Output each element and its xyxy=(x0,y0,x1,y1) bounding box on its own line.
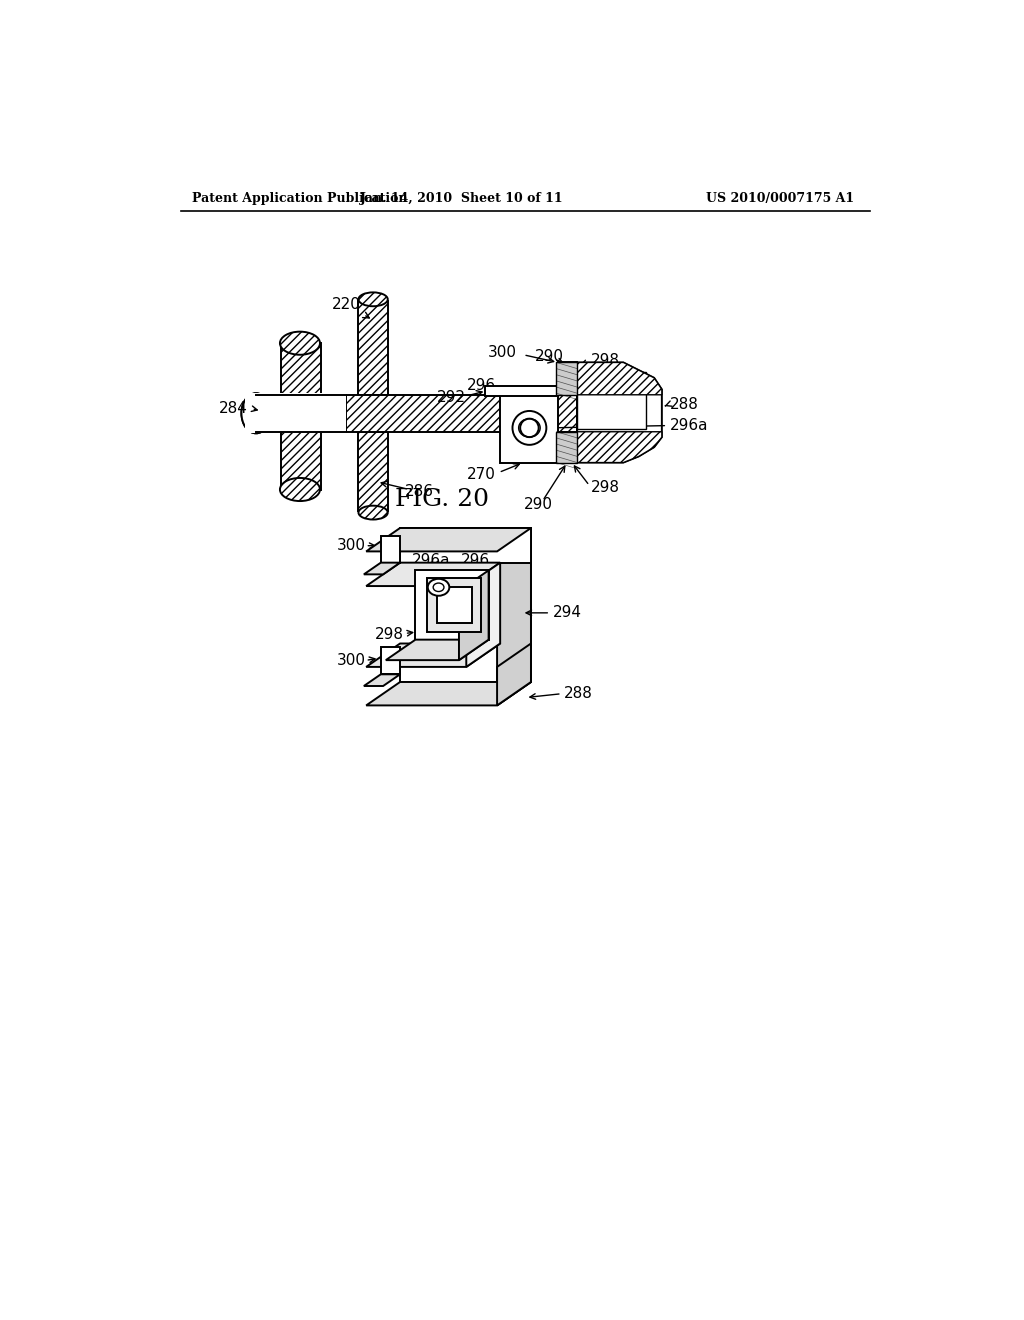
Polygon shape xyxy=(558,432,578,462)
Ellipse shape xyxy=(242,393,270,433)
Text: 300: 300 xyxy=(337,653,366,668)
Polygon shape xyxy=(556,432,578,462)
Polygon shape xyxy=(364,562,400,574)
Polygon shape xyxy=(497,528,531,705)
Polygon shape xyxy=(459,570,488,660)
Polygon shape xyxy=(437,587,472,623)
Text: FIG. 20: FIG. 20 xyxy=(394,487,488,511)
Polygon shape xyxy=(558,363,578,395)
Text: 286: 286 xyxy=(404,483,434,499)
Text: US 2010/0007175 A1: US 2010/0007175 A1 xyxy=(707,191,854,205)
Text: 298: 298 xyxy=(375,627,403,642)
Polygon shape xyxy=(466,562,500,667)
Text: 284: 284 xyxy=(219,401,248,416)
Polygon shape xyxy=(484,385,558,396)
Text: 294: 294 xyxy=(553,606,582,620)
Polygon shape xyxy=(364,675,400,686)
Text: 300: 300 xyxy=(337,539,366,553)
Polygon shape xyxy=(500,395,558,462)
Text: 290: 290 xyxy=(524,498,553,512)
Polygon shape xyxy=(556,363,578,395)
Polygon shape xyxy=(381,647,400,675)
Polygon shape xyxy=(400,528,531,562)
Text: 288: 288 xyxy=(564,686,593,701)
Ellipse shape xyxy=(242,393,270,433)
Polygon shape xyxy=(578,432,662,462)
Polygon shape xyxy=(400,644,531,682)
Polygon shape xyxy=(578,372,646,429)
Polygon shape xyxy=(358,432,388,511)
Polygon shape xyxy=(367,528,531,552)
Polygon shape xyxy=(367,644,500,667)
Circle shape xyxy=(512,411,547,445)
Polygon shape xyxy=(367,682,531,705)
Text: Patent Application Publication: Patent Application Publication xyxy=(193,191,408,205)
Polygon shape xyxy=(381,536,400,562)
Text: FIG. 19: FIG. 19 xyxy=(407,531,501,553)
Polygon shape xyxy=(500,528,531,682)
Polygon shape xyxy=(497,644,531,705)
Ellipse shape xyxy=(280,331,319,355)
Text: 292: 292 xyxy=(436,389,466,405)
Text: 300: 300 xyxy=(488,345,517,360)
Ellipse shape xyxy=(358,506,388,520)
Text: 298: 298 xyxy=(591,480,620,495)
Polygon shape xyxy=(256,395,346,432)
Polygon shape xyxy=(281,343,321,395)
Text: 296: 296 xyxy=(461,553,490,568)
Polygon shape xyxy=(578,363,662,462)
Text: 288: 288 xyxy=(670,397,698,412)
Ellipse shape xyxy=(428,579,450,595)
Ellipse shape xyxy=(280,478,319,502)
Polygon shape xyxy=(416,570,488,640)
Text: 296a: 296a xyxy=(670,418,708,433)
Ellipse shape xyxy=(358,293,388,306)
Text: 290: 290 xyxy=(535,348,564,364)
Text: 296a: 296a xyxy=(412,553,451,568)
Text: Jan. 14, 2010  Sheet 10 of 11: Jan. 14, 2010 Sheet 10 of 11 xyxy=(359,191,563,205)
Text: 220: 220 xyxy=(332,297,370,318)
Text: 298: 298 xyxy=(591,354,620,368)
Polygon shape xyxy=(386,640,488,660)
Polygon shape xyxy=(346,395,578,432)
Polygon shape xyxy=(578,363,662,395)
Text: 270: 270 xyxy=(467,466,496,482)
Polygon shape xyxy=(427,578,481,632)
Polygon shape xyxy=(466,528,531,552)
Polygon shape xyxy=(358,301,388,395)
Polygon shape xyxy=(281,432,321,490)
Polygon shape xyxy=(245,393,346,433)
Text: 296: 296 xyxy=(467,378,497,393)
Polygon shape xyxy=(367,562,500,586)
